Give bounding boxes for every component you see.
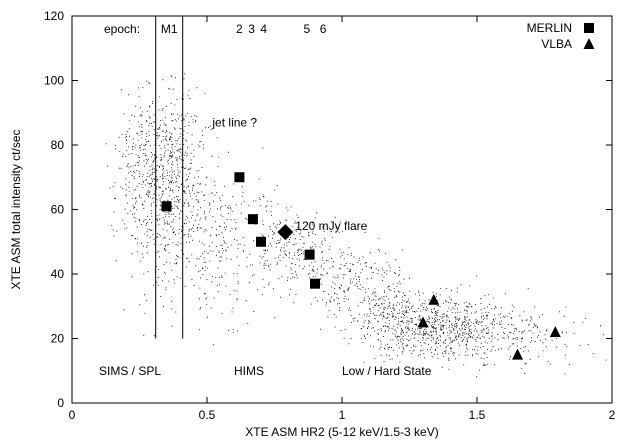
x-tick-label: 1 bbox=[339, 408, 346, 422]
merlin-point bbox=[234, 172, 245, 183]
x-tick-label: 1.5 bbox=[469, 408, 486, 422]
vlba-point bbox=[549, 326, 561, 337]
epoch-tick-label: 5 bbox=[304, 22, 311, 36]
y-tick-label: 0 bbox=[57, 396, 64, 410]
epoch-label: epoch: bbox=[104, 22, 140, 36]
plot-frame bbox=[71, 15, 613, 404]
vlba-point bbox=[417, 316, 429, 328]
legend-label: VLBA bbox=[541, 37, 572, 51]
vlba-point bbox=[428, 293, 440, 305]
legend-label: MERLIN bbox=[527, 21, 572, 35]
background-point-cloud bbox=[105, 73, 607, 378]
epoch-tick-label: 2 bbox=[236, 22, 243, 36]
annotations: 120 mJy flare epoch: M1 2 3 4 5 6 jet line ? SIMS… bbox=[99, 22, 432, 378]
epoch-tick-label: 4 bbox=[260, 22, 267, 36]
x-tick-label: 0.5 bbox=[199, 408, 216, 422]
y-tick-label: 60 bbox=[51, 203, 65, 217]
flare-point bbox=[277, 224, 294, 241]
state-divider-lines bbox=[155, 16, 184, 339]
y-tick-label: 100 bbox=[44, 74, 64, 88]
data-markers bbox=[161, 172, 561, 360]
epoch-tick-label: 3 bbox=[248, 22, 255, 36]
merlin-point bbox=[256, 236, 266, 247]
y-tick-label: 20 bbox=[51, 332, 65, 346]
annotation-label: HIMS bbox=[234, 364, 264, 378]
merlin-point bbox=[304, 249, 315, 260]
y-axis-label: XTE ASM total intensity ct/sec bbox=[9, 129, 23, 289]
annotation-label: Low / Hard State bbox=[342, 364, 432, 378]
x-axis-label: XTE ASM HR2 (5-12 keV/1.5-3 keV) bbox=[245, 425, 438, 439]
merlin-point bbox=[161, 201, 172, 212]
annotation-label: jet line ? bbox=[211, 115, 257, 129]
y-tick-label: 80 bbox=[51, 138, 65, 152]
plot-border bbox=[71, 15, 613, 404]
flare-label: 120 mJy flare bbox=[295, 219, 367, 233]
background-points bbox=[105, 73, 607, 378]
vlba-point bbox=[512, 348, 523, 360]
merlin-point bbox=[247, 214, 258, 225]
merlin-point bbox=[310, 278, 320, 289]
y-tick-label: 40 bbox=[51, 267, 65, 281]
epoch-tick-label: 6 bbox=[320, 22, 327, 36]
legend: MERLIN VLBA bbox=[527, 21, 595, 51]
legend-marker bbox=[584, 23, 594, 33]
x-tick-label: 2 bbox=[609, 408, 616, 422]
legend-marker bbox=[583, 38, 595, 49]
annotation-label: SIMS / SPL bbox=[99, 364, 161, 378]
y-tick-label: 120 bbox=[44, 9, 64, 23]
x-tick-label: 0 bbox=[69, 408, 76, 422]
epoch-tick-label: M1 bbox=[161, 22, 178, 36]
